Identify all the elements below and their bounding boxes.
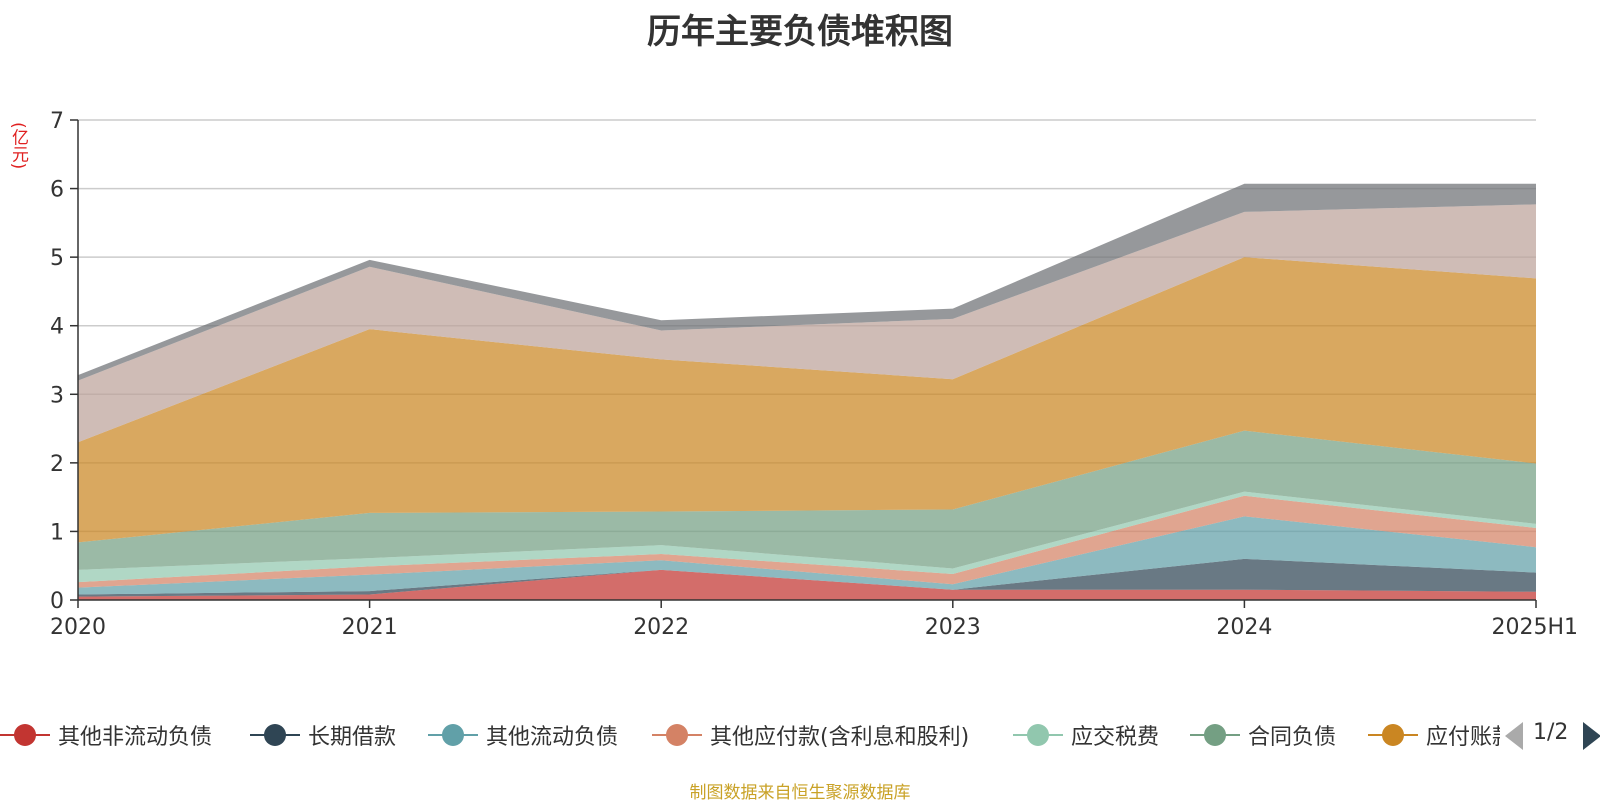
area-series-其他流动负债 xyxy=(78,516,1536,595)
legend-label: 应交税费 xyxy=(1071,725,1160,750)
x-tick-label: 2023 xyxy=(925,615,981,640)
legend-item[interactable]: 其他应付款(含利息和股利) xyxy=(652,718,969,752)
area-series-合同负债 xyxy=(78,430,1536,570)
legend-label: 其他非流动负债 xyxy=(58,725,213,750)
legend-item[interactable]: 合同负债 xyxy=(1190,718,1336,752)
y-tick-label: 2 xyxy=(50,452,64,477)
legend-marker-icon xyxy=(1190,718,1240,752)
legend: 其他非流动负债 长期借款 其他流动负债 其他应付款(含利息和股利) 应交税费 合同负债 应付… xyxy=(0,718,1500,752)
legend-marker-icon xyxy=(652,718,702,752)
legend-marker-icon xyxy=(0,718,50,752)
axes: 0 1 2 3 4 5 6 7 2020 2021 2022 2023 2024 2025H1 xyxy=(50,109,1578,640)
legend-item[interactable]: 其他非流动负债 xyxy=(0,718,212,752)
area-series-layer xyxy=(78,183,1536,600)
legend-label: 其他应付款(含利息和股利) xyxy=(710,725,970,750)
area-series-应付账款 xyxy=(78,257,1536,543)
chart-title: 历年主要负债堆积图 xyxy=(647,12,953,52)
legend-label: 长期借款 xyxy=(308,725,397,750)
y-tick-label: 3 xyxy=(50,383,64,408)
area-series-应付票据 xyxy=(78,204,1536,443)
legend-marker-icon xyxy=(250,718,300,752)
legend-item[interactable]: 长期借款 xyxy=(250,718,396,752)
legend-label: 其他流动负债 xyxy=(486,725,619,750)
y-axis-unit-label: (亿元) xyxy=(8,122,28,170)
x-tick-label: 2022 xyxy=(633,615,689,640)
legend-item[interactable]: 其他流动负债 xyxy=(428,718,618,752)
area-series-应交税费 xyxy=(78,491,1536,583)
area-series-其他应付款(含利息和股利) xyxy=(78,495,1536,588)
legend-prev-page-icon[interactable] xyxy=(1505,722,1523,750)
y-tick-label: 6 xyxy=(50,178,64,203)
legend-marker-icon xyxy=(1368,718,1418,752)
y-tick-label: 5 xyxy=(50,246,64,271)
x-tick-label: 2024 xyxy=(1216,615,1272,640)
legend-label: 合同负债 xyxy=(1248,725,1337,750)
source-note: 制图数据来自恒生聚源数据库 xyxy=(689,783,911,803)
y-tick-label: 4 xyxy=(50,315,64,340)
y-tick-label: 0 xyxy=(50,589,64,614)
y-tick-label: 7 xyxy=(50,109,64,134)
x-tick-label: 2025H1 xyxy=(1491,615,1578,640)
legend-marker-icon xyxy=(428,718,478,752)
legend-page-indicator: 1/2 xyxy=(1533,720,1569,745)
y-tick-label: 1 xyxy=(50,520,64,545)
area-series-短期借款 xyxy=(78,183,1536,381)
x-tick-label: 2020 xyxy=(50,615,106,640)
legend-item[interactable]: 应付账款 xyxy=(1368,718,1500,752)
legend-item[interactable]: 应交税费 xyxy=(1013,718,1159,752)
legend-pager: 1/2 xyxy=(1505,716,1600,756)
x-tick-label: 2021 xyxy=(342,615,398,640)
area-series-长期借款 xyxy=(78,558,1536,597)
legend-next-page-icon[interactable] xyxy=(1583,722,1600,750)
legend-marker-icon xyxy=(1013,718,1063,752)
legend-label: 应付账款 xyxy=(1426,725,1500,750)
area-series-其他非流动负债 xyxy=(78,569,1536,600)
